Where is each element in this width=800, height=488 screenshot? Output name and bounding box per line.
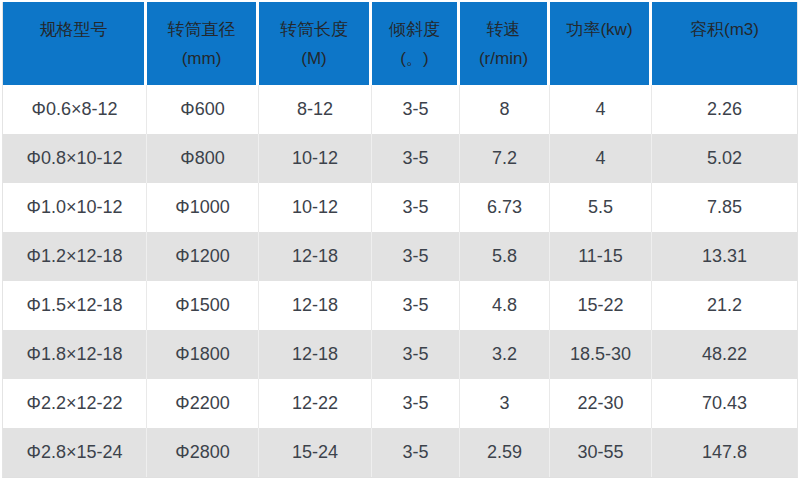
cell-r6-c2: 12-22	[259, 379, 372, 428]
cell-r6-c3: 3-5	[372, 379, 460, 428]
cell-r1-c0: Φ0.8×10-12	[3, 134, 147, 183]
cell-r1-c6: 5.02	[652, 134, 797, 183]
cell-r3-c3: 3-5	[372, 232, 460, 281]
header-cell-2: 转筒长度(M)	[259, 2, 372, 85]
cell-r5-c3: 3-5	[372, 330, 460, 379]
cell-r2-c4: 6.73	[460, 183, 550, 232]
cell-r5-c5: 18.5-30	[550, 330, 652, 379]
cell-r4-c3: 3-5	[372, 281, 460, 330]
cell-r0-c4: 8	[460, 85, 550, 134]
cell-r4-c2: 12-18	[259, 281, 372, 330]
header-label: 倾斜度	[372, 15, 457, 44]
header-cell-6: 容积(m3)	[652, 2, 797, 85]
cell-r4-c5: 15-22	[550, 281, 652, 330]
cell-r0-c0: Φ0.6×8-12	[3, 85, 147, 134]
header-unit: (r/min)	[460, 44, 547, 73]
cell-r3-c4: 5.8	[460, 232, 550, 281]
cell-r1-c2: 10-12	[259, 134, 372, 183]
header-label: 规格型号	[3, 15, 144, 44]
header-label: 转筒直径	[147, 15, 256, 44]
spec-table-container: 规格型号转筒直径(mm)转筒长度(M)倾斜度(。)转速(r/min)功率(kw)…	[2, 2, 798, 478]
cell-r2-c1: Φ1000	[147, 183, 259, 232]
cell-r2-c0: Φ1.0×10-12	[3, 183, 147, 232]
cell-r1-c1: Φ800	[147, 134, 259, 183]
cell-r5-c2: 12-18	[259, 330, 372, 379]
cell-r2-c2: 10-12	[259, 183, 372, 232]
cell-r5-c0: Φ1.8×12-18	[3, 330, 147, 379]
cell-r0-c6: 2.26	[652, 85, 797, 134]
header-cell-3: 倾斜度(。)	[372, 2, 460, 85]
header-unit: (mm)	[147, 44, 256, 73]
cell-r7-c6: 147.8	[652, 428, 797, 477]
cell-r7-c1: Φ2800	[147, 428, 259, 477]
header-cell-4: 转速(r/min)	[460, 2, 550, 85]
cell-r4-c0: Φ1.5×12-18	[3, 281, 147, 330]
cell-r7-c2: 15-24	[259, 428, 372, 477]
cell-r0-c3: 3-5	[372, 85, 460, 134]
cell-r7-c0: Φ2.8×15-24	[3, 428, 147, 477]
cell-r7-c3: 3-5	[372, 428, 460, 477]
header-cell-1: 转筒直径(mm)	[147, 2, 259, 85]
header-cell-0: 规格型号	[3, 2, 147, 85]
cell-r7-c5: 30-55	[550, 428, 652, 477]
cell-r1-c3: 3-5	[372, 134, 460, 183]
header-label: 功率(kw)	[550, 15, 649, 44]
header-label: 转速	[460, 15, 547, 44]
header-unit: (M)	[259, 44, 369, 73]
cell-r3-c6: 13.31	[652, 232, 797, 281]
header-cell-5: 功率(kw)	[550, 2, 652, 85]
cell-r0-c5: 4	[550, 85, 652, 134]
cell-r2-c3: 3-5	[372, 183, 460, 232]
cell-r5-c6: 48.22	[652, 330, 797, 379]
cell-r2-c5: 5.5	[550, 183, 652, 232]
header-label: 容积(m3)	[652, 15, 797, 44]
cell-r6-c1: Φ2200	[147, 379, 259, 428]
cell-r1-c4: 7.2	[460, 134, 550, 183]
header-label: 转筒长度	[259, 15, 369, 44]
spec-table: 规格型号转筒直径(mm)转筒长度(M)倾斜度(。)转速(r/min)功率(kw)…	[3, 2, 797, 477]
cell-r6-c6: 70.43	[652, 379, 797, 428]
cell-r3-c0: Φ1.2×12-18	[3, 232, 147, 281]
cell-r3-c2: 12-18	[259, 232, 372, 281]
cell-r1-c5: 4	[550, 134, 652, 183]
cell-r6-c0: Φ2.2×12-22	[3, 379, 147, 428]
cell-r4-c4: 4.8	[460, 281, 550, 330]
cell-r3-c1: Φ1200	[147, 232, 259, 281]
cell-r5-c4: 3.2	[460, 330, 550, 379]
cell-r4-c1: Φ1500	[147, 281, 259, 330]
cell-r6-c4: 3	[460, 379, 550, 428]
cell-r0-c2: 8-12	[259, 85, 372, 134]
cell-r7-c4: 2.59	[460, 428, 550, 477]
header-unit: (。)	[372, 44, 457, 73]
cell-r2-c6: 7.85	[652, 183, 797, 232]
cell-r3-c5: 11-15	[550, 232, 652, 281]
cell-r5-c1: Φ1800	[147, 330, 259, 379]
cell-r4-c6: 21.2	[652, 281, 797, 330]
cell-r0-c1: Φ600	[147, 85, 259, 134]
cell-r6-c5: 22-30	[550, 379, 652, 428]
